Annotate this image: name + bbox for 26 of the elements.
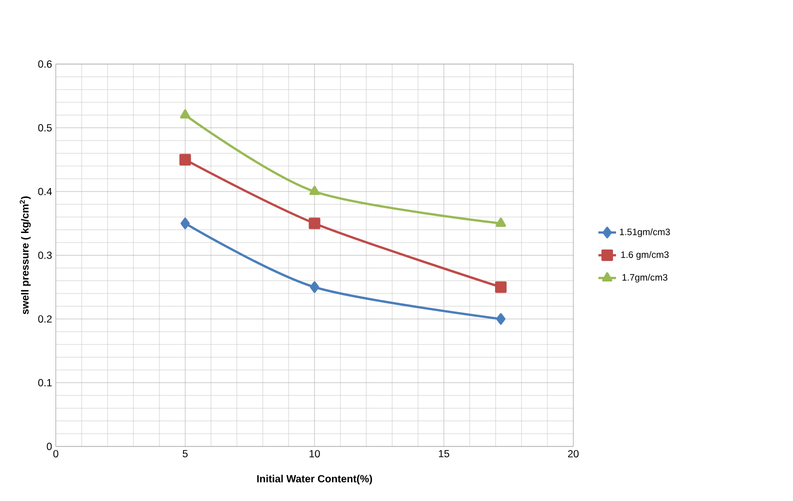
point xyxy=(180,109,190,119)
point xyxy=(308,218,320,230)
x-axis-title: Initial Water Content(%) xyxy=(257,474,372,485)
legend-label: 1.51gm/cm3 xyxy=(620,228,670,238)
y-tick-label: 0.5 xyxy=(38,124,52,132)
point xyxy=(309,186,320,196)
y-tick-label: 0.3 xyxy=(38,252,52,260)
point xyxy=(180,218,190,230)
x-tick-label: 20 xyxy=(568,450,579,458)
point xyxy=(310,281,320,294)
y-tick-label: 0 xyxy=(46,442,52,450)
x-tick-label: 0 xyxy=(53,450,58,458)
y-axis-title: swell pressure ( kg/cm$^{2}$) xyxy=(20,196,31,314)
x-tick-label: 15 xyxy=(438,450,450,458)
point xyxy=(496,218,506,227)
x-tick-label: 5 xyxy=(182,450,188,458)
point xyxy=(496,313,506,325)
y-tick-label: 0.1 xyxy=(38,379,52,386)
y-tick-label: 0.4 xyxy=(38,188,52,196)
point xyxy=(495,281,507,294)
y-tick-label: 0.6 xyxy=(38,60,52,68)
point xyxy=(179,154,191,166)
legend-label: 1.6 gm/cm3 xyxy=(621,251,669,260)
y-tick-label: 0.2 xyxy=(38,315,52,323)
legend-label: 1.7gm/cm3 xyxy=(622,274,668,283)
x-tick-label: 10 xyxy=(310,450,320,458)
